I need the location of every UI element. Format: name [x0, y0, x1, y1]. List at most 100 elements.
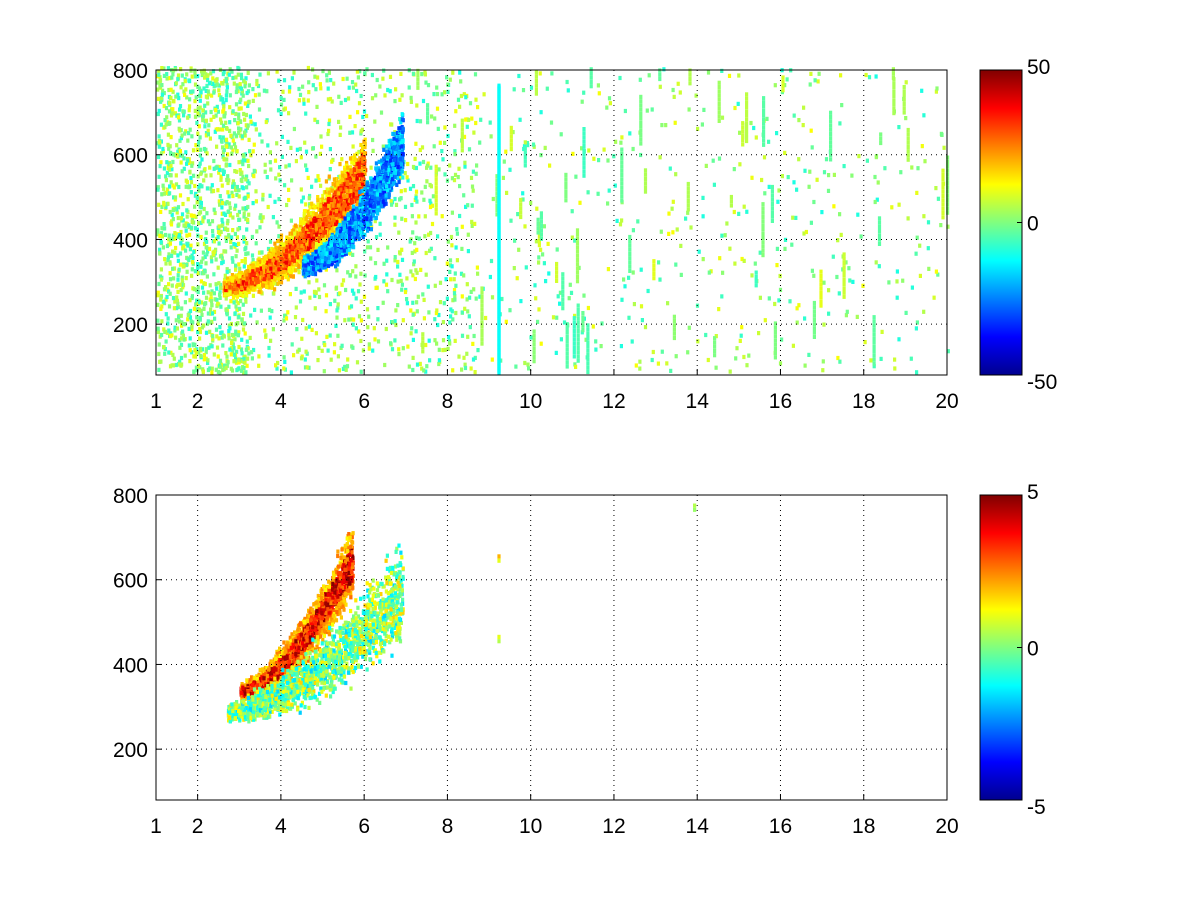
noise-cell	[288, 85, 292, 90]
noise-cell	[599, 344, 603, 349]
noise-cell	[200, 312, 204, 317]
noise-cell	[464, 95, 468, 100]
noise-cell	[225, 363, 229, 368]
streak-cell	[639, 124, 643, 129]
noise-cell	[469, 289, 473, 294]
noise-cell	[237, 160, 241, 165]
noise-cell	[190, 327, 194, 332]
noise-cell	[775, 131, 779, 136]
noise-cell	[411, 355, 415, 360]
noise-cell	[684, 216, 688, 221]
noise-cell	[795, 320, 799, 325]
noise-cell	[184, 262, 188, 268]
noise-cell	[883, 166, 887, 171]
streak-cell	[576, 333, 580, 338]
noise-cell	[165, 243, 169, 249]
band-cell	[327, 206, 331, 211]
streak-cell	[745, 96, 749, 101]
noise-cell	[179, 241, 183, 246]
noise-cell	[350, 80, 355, 85]
noise-cell	[890, 205, 894, 210]
band-cell	[348, 180, 352, 185]
noise-cell	[607, 188, 611, 193]
noise-cell	[237, 344, 241, 350]
noise-cell	[171, 233, 175, 238]
noise-cell	[156, 293, 160, 298]
streak-cell	[561, 301, 565, 307]
noise-cell	[527, 366, 531, 371]
noise-cell	[347, 250, 351, 255]
noise-cell	[631, 228, 635, 233]
noise-cell	[255, 229, 259, 234]
noise-cell	[221, 72, 225, 77]
noise-cell	[191, 148, 196, 153]
noise-cell	[190, 294, 194, 299]
noise-cell	[168, 291, 172, 296]
noise-cell	[410, 202, 414, 208]
noise-cell	[233, 337, 237, 342]
noise-cell	[240, 134, 244, 139]
streak-cell	[819, 269, 823, 274]
noise-cell	[473, 221, 477, 226]
noise-cell	[209, 186, 213, 191]
band-cell	[280, 246, 284, 251]
noise-cell	[243, 257, 247, 262]
noise-cell	[264, 333, 268, 338]
noise-cell	[767, 139, 771, 144]
noise-cell	[631, 146, 635, 152]
noise-cell	[397, 352, 401, 357]
streak-cell	[829, 157, 833, 162]
noise-cell	[423, 234, 427, 239]
noise-cell	[210, 344, 214, 349]
noise-cell	[235, 248, 239, 253]
noise-cell	[537, 260, 541, 265]
streak-cell	[620, 185, 624, 190]
noise-cell	[794, 215, 798, 220]
noise-cell	[565, 79, 569, 85]
streak-cell	[872, 319, 876, 324]
noise-cell	[414, 165, 418, 171]
noise-cell	[239, 106, 243, 111]
noise-cell	[640, 318, 644, 323]
noise-cell	[393, 319, 397, 324]
noise-cell	[321, 69, 325, 74]
noise-cell	[801, 123, 805, 128]
streak-cell	[519, 210, 523, 215]
noise-cell	[838, 121, 842, 126]
noise-cell	[181, 329, 185, 334]
streak-cell	[565, 343, 569, 348]
noise-cell	[427, 338, 431, 343]
streak-cell	[761, 248, 765, 253]
noise-cell	[277, 197, 281, 202]
noise-cell	[727, 73, 732, 78]
noise-cell	[415, 270, 419, 275]
streak-cell	[819, 303, 823, 308]
streak-cell	[906, 132, 910, 137]
streak-cell	[906, 140, 910, 145]
noise-cell	[435, 341, 439, 346]
band-cell	[274, 254, 278, 259]
noise-cell	[405, 175, 409, 180]
noise-cell	[166, 201, 170, 206]
noise-cell	[228, 162, 232, 168]
noise-cell	[257, 92, 261, 97]
streak-cell	[829, 140, 833, 145]
streak-cell	[744, 135, 748, 140]
noise-cell	[231, 179, 235, 184]
noise-cell	[232, 346, 236, 351]
streak-cell	[652, 276, 656, 281]
noise-cell	[449, 234, 454, 240]
noise-cell	[203, 281, 207, 287]
noise-cell	[210, 93, 214, 98]
streak-cell	[582, 152, 586, 157]
noise-cell	[245, 227, 249, 232]
streak-cell	[576, 316, 580, 321]
noise-cell	[809, 128, 813, 133]
noise-cell	[251, 98, 255, 103]
streak-cell	[872, 361, 876, 366]
noise-cell	[366, 239, 370, 244]
noise-cell	[167, 167, 171, 172]
noise-cell	[897, 202, 901, 207]
noise-cell	[607, 96, 612, 101]
noise-cell	[297, 347, 301, 352]
